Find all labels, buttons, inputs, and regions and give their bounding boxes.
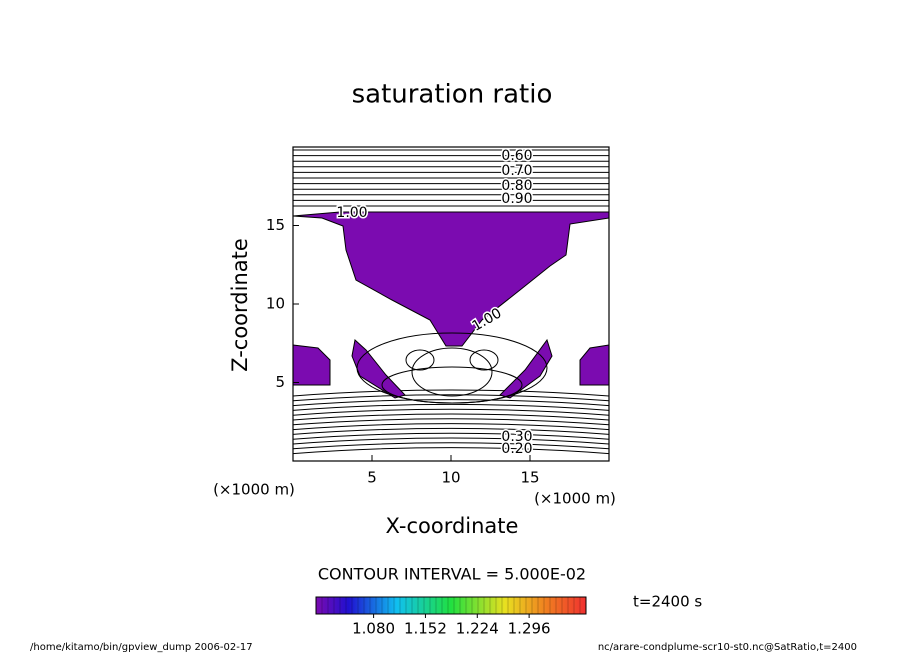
contour-line [293,418,609,426]
contour-line [293,399,609,407]
x-unit: (×1000 m) [534,490,616,508]
colorbar [315,596,587,615]
colorbar-tick-label: 1.080 [352,620,395,638]
contour-line [293,442,609,450]
x-tick-label: 10 [441,469,460,487]
colorbar-divisions [321,597,581,614]
contour-label: 0.80 [501,178,532,194]
saturated-region [293,344,331,386]
saturated-region [579,344,609,386]
x-tick-label: 15 [520,469,539,487]
chart-title: saturation ratio [352,80,553,110]
contour-line [293,389,609,397]
contour-label: 0.60 [501,148,532,164]
plot-area: 0.600.700.800.901.001.000.300.20 [293,147,609,461]
contour-line [293,427,609,435]
time-label: t=2400 s [633,593,702,611]
y-tick-label: 15 [266,216,285,234]
contour-line [293,423,609,431]
contour-line [293,447,609,455]
contour-line [293,432,609,440]
contour-label: 0.30 [501,429,532,445]
contour-label: 0.90 [501,191,532,207]
colorbar-tick-label: 1.296 [508,620,551,638]
contour-label: 0.70 [501,163,532,179]
contour-line [293,408,609,416]
x-axis-label: X-coordinate [386,514,519,538]
contour-line [293,394,609,402]
contour-line [293,437,609,445]
y-axis-label: Z-coordinate [228,238,252,372]
y-tick-label: 10 [266,295,285,313]
contour-line [411,347,493,397]
contour-line [293,403,609,411]
saturated-region [293,211,609,347]
contour-label: 0.20 [501,441,532,457]
saturated-region [499,338,553,399]
colorbar-tick-label: 1.224 [456,620,499,638]
x-tick-label: 5 [367,469,377,487]
y-unit: (×1000 m) [213,481,295,499]
contour-interval: CONTOUR INTERVAL = 5.000E-02 [318,565,586,584]
contour-line [469,349,499,371]
colorbar-tick-label: 1.152 [404,620,447,638]
contour-line [356,332,548,404]
contour-line [405,349,435,371]
footer-left: /home/kitamo/bin/gpview_dump 2006-02-17 [30,642,253,653]
footer-right: nc/arare-condplume-scr10-st0.nc@SatRatio… [598,642,857,653]
y-tick-label: 5 [275,373,285,391]
contour-label: 1.00 [336,205,367,221]
contour-line [293,413,609,421]
saturated-region [351,339,406,399]
